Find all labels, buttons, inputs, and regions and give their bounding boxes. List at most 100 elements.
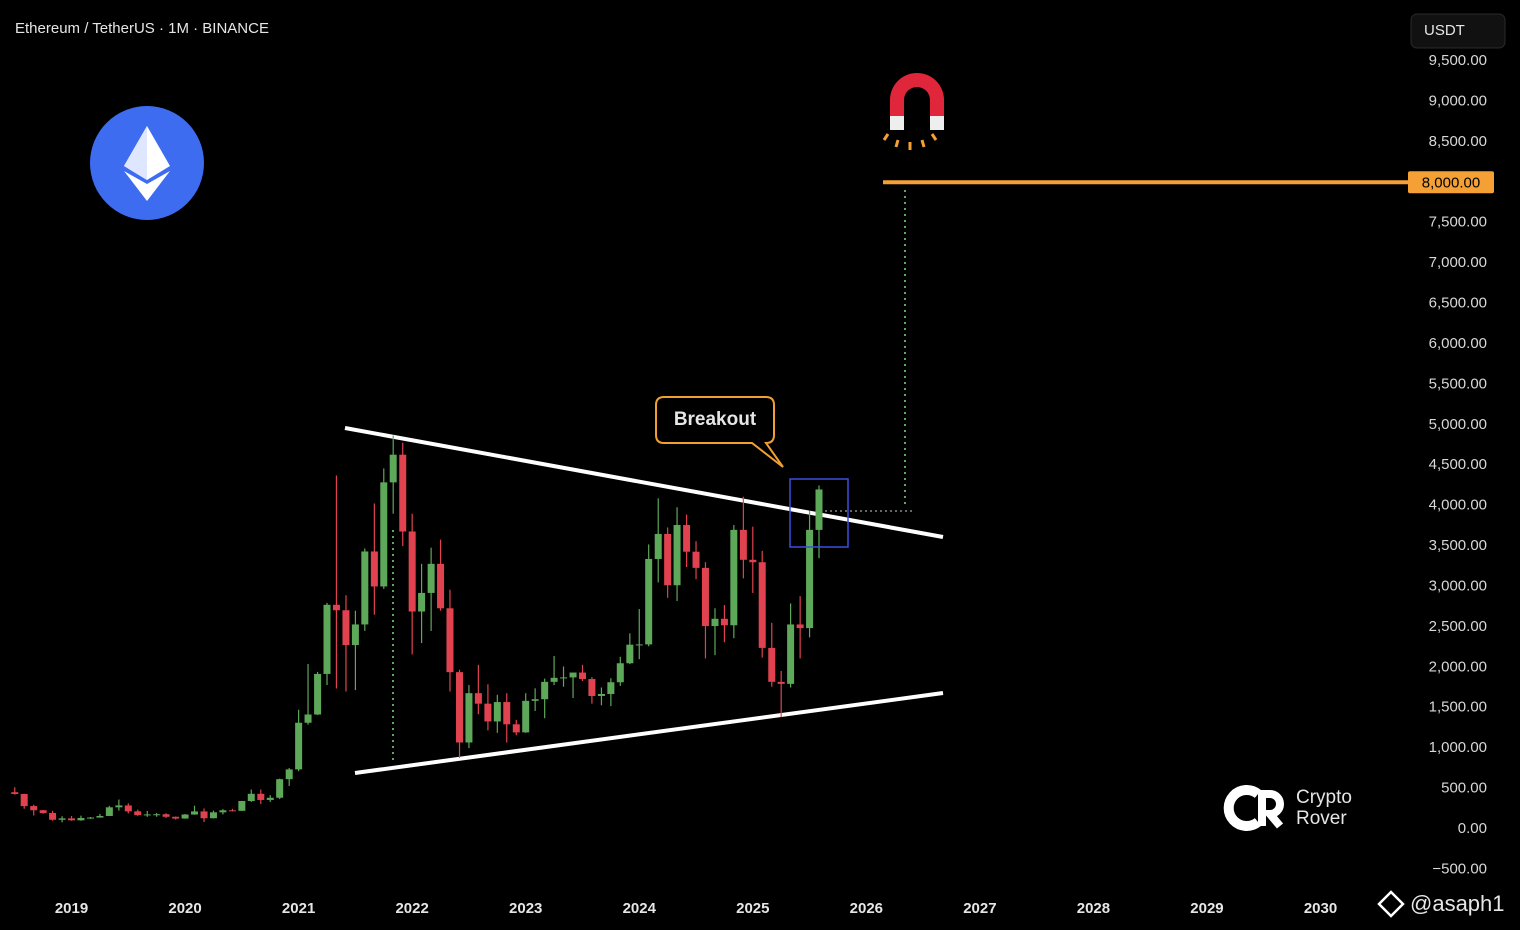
candle-body	[77, 817, 85, 821]
candle-body	[304, 714, 312, 723]
candle-body	[493, 702, 501, 722]
y-tick-label: 1,500.00	[1429, 699, 1487, 716]
candle-body	[578, 672, 586, 680]
magnet-icon	[882, 73, 944, 150]
candle-body	[332, 604, 340, 611]
candle-body	[228, 810, 236, 812]
y-tick-label: 4,500.00	[1429, 456, 1487, 473]
candle-body	[645, 558, 653, 645]
candle-body	[531, 699, 539, 701]
x-tick-label: 2030	[1304, 900, 1337, 917]
x-tick-label: 2029	[1190, 900, 1223, 917]
x-tick-label: 2020	[168, 900, 201, 917]
callout-text: Breakout	[674, 409, 757, 430]
logo-bottom	[124, 171, 170, 201]
candle-body	[484, 703, 492, 722]
candle-body	[522, 700, 530, 733]
candle-body	[541, 681, 549, 700]
candle-body	[105, 807, 113, 816]
candle-body	[200, 811, 208, 819]
candle-body	[314, 673, 322, 715]
candle-body	[739, 529, 747, 560]
candle-body	[143, 814, 151, 816]
x-tick-label: 2028	[1077, 900, 1110, 917]
candle-body	[730, 529, 738, 626]
candle-body	[815, 489, 823, 530]
y-tick-label: 3,000.00	[1429, 577, 1487, 594]
candle-body	[219, 810, 227, 813]
candle-body	[323, 604, 331, 674]
candle-body	[796, 624, 804, 629]
y-tick-label: 4,000.00	[1429, 497, 1487, 514]
candle-body	[209, 812, 217, 819]
lower-trendline	[354, 691, 944, 775]
x-tick-label: 2024	[623, 900, 657, 917]
y-tick-label: 7,000.00	[1429, 254, 1487, 271]
candle-body	[720, 618, 728, 626]
candle-body	[512, 724, 520, 733]
candle-body	[768, 647, 776, 682]
candle-body	[238, 801, 246, 811]
x-tick-label: 2019	[55, 900, 88, 917]
candle-body	[474, 693, 482, 704]
y-tick-label: 8,500.00	[1429, 133, 1487, 150]
chart-title: Ethereum / TetherUS · 1M · BINANCE	[15, 20, 269, 37]
candle-body	[446, 608, 454, 673]
candle-body	[560, 677, 568, 679]
y-tick-label: 6,000.00	[1429, 335, 1487, 352]
y-tick-label: 9,500.00	[1429, 52, 1487, 69]
candle-body	[626, 644, 634, 664]
target-label-bg	[1408, 171, 1494, 194]
candle-body	[247, 793, 255, 801]
watermark-text: Crypto	[1296, 787, 1352, 808]
x-tick-label: 2022	[395, 900, 428, 917]
candle-body	[389, 454, 397, 483]
candle-body	[692, 551, 700, 568]
candle-body	[806, 529, 814, 629]
candle-body	[635, 644, 643, 646]
button-frame[interactable]	[1410, 13, 1506, 49]
candle-body	[701, 567, 709, 627]
candle-body	[96, 815, 104, 818]
candle-body	[456, 672, 464, 743]
candle-body	[399, 454, 407, 532]
credit-icon	[1377, 890, 1405, 918]
candle-body	[683, 525, 691, 552]
candle-body	[153, 814, 161, 816]
button-label[interactable]: USDT	[1424, 22, 1465, 39]
magnet-body	[890, 73, 944, 118]
eth-logo	[90, 106, 204, 220]
logo-c	[1223, 785, 1262, 831]
candle-body	[427, 563, 435, 593]
y-tick-label: 500.00	[1441, 780, 1487, 797]
candle-body	[257, 793, 265, 800]
candle-body	[342, 610, 350, 646]
crypto-rover-logo: Crypto Rover	[1223, 785, 1352, 831]
candle-body	[664, 533, 672, 586]
candle-body	[86, 817, 94, 819]
magnet-pole	[930, 116, 944, 130]
candle-body	[191, 811, 199, 815]
x-tick-label: 2025	[736, 900, 769, 917]
candle-body	[777, 681, 785, 684]
logo-r	[1258, 790, 1284, 829]
target-label: 8,000.00	[1422, 174, 1480, 191]
candle-body	[550, 677, 558, 682]
candle-body	[569, 672, 577, 678]
candle-body	[134, 811, 142, 816]
candle-body	[607, 682, 615, 694]
breakout-callout: Breakout	[655, 396, 784, 468]
candle-body	[408, 531, 416, 612]
credit: @asaph1	[1377, 890, 1505, 918]
upper-trendline	[344, 426, 944, 539]
candle-body	[597, 693, 605, 696]
candle-body	[276, 779, 284, 798]
y-tick-label: 5,500.00	[1429, 375, 1487, 392]
logo-shade	[124, 126, 147, 180]
currency-button[interactable]: USDT	[1410, 13, 1506, 49]
candle-body	[285, 769, 293, 780]
candle-body	[11, 792, 19, 794]
magnet-sparks	[882, 133, 938, 150]
candle-body	[266, 797, 274, 800]
candle-body	[172, 816, 180, 819]
